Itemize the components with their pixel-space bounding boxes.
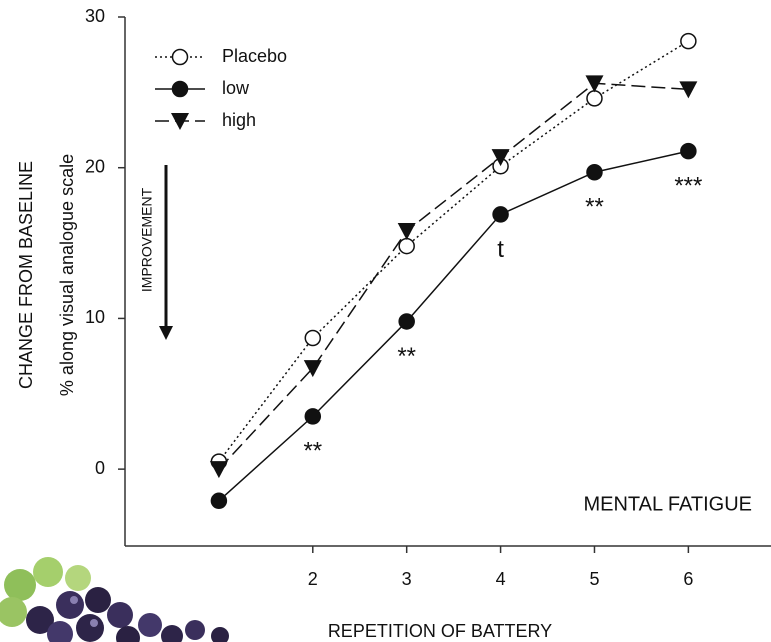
data-point [304, 329, 322, 347]
x-tick-label: 6 [683, 569, 693, 589]
data-point [492, 206, 509, 223]
grapes-illustration [0, 557, 229, 642]
annotation: *** [674, 172, 702, 199]
legend-label: low [222, 78, 250, 98]
series-line [218, 40, 689, 463]
series-line [218, 82, 689, 470]
direction-arrowhead [159, 326, 173, 340]
y-tick-label: 20 [85, 156, 105, 176]
data-point [397, 223, 416, 241]
legend-marker [171, 48, 189, 66]
annotation: ** [397, 343, 416, 370]
series-line [218, 150, 689, 502]
y-tick-label: 10 [85, 307, 105, 327]
x-tick-label: 4 [496, 569, 506, 589]
legend-label: Placebo [222, 46, 287, 66]
annotation: ** [585, 194, 604, 221]
x-tick-label: 3 [402, 569, 412, 589]
data-point [303, 360, 322, 378]
data-point [586, 90, 603, 107]
data-point [398, 237, 415, 255]
data-point [210, 492, 228, 510]
legend-label: high [222, 110, 256, 130]
x-tick-label: 5 [589, 569, 599, 589]
legend-marker [171, 113, 189, 130]
y-tick-label: 30 [85, 6, 105, 26]
legend-marker [171, 80, 189, 98]
direction-label: IMPROVEMENT [139, 187, 155, 292]
data-point [680, 32, 697, 50]
y-axis-label: CHANGE FROM BASELINE [16, 161, 36, 389]
data-point [679, 81, 698, 99]
data-point [398, 313, 415, 330]
data-point [585, 75, 604, 93]
annotation: t [497, 236, 504, 263]
data-point [209, 461, 228, 479]
data-point [680, 142, 697, 160]
annotation: ** [303, 438, 322, 465]
data-point [586, 163, 603, 181]
data-point [491, 149, 510, 167]
data-point [304, 408, 322, 425]
y-axis-sublabel: % along visual analogue scale [57, 154, 77, 396]
x-axis-label: REPETITION OF BATTERY [328, 621, 552, 641]
x-tick-label: 2 [308, 569, 318, 589]
panel-label: MENTAL FATIGUE [583, 493, 752, 515]
y-tick-label: 0 [95, 458, 105, 478]
